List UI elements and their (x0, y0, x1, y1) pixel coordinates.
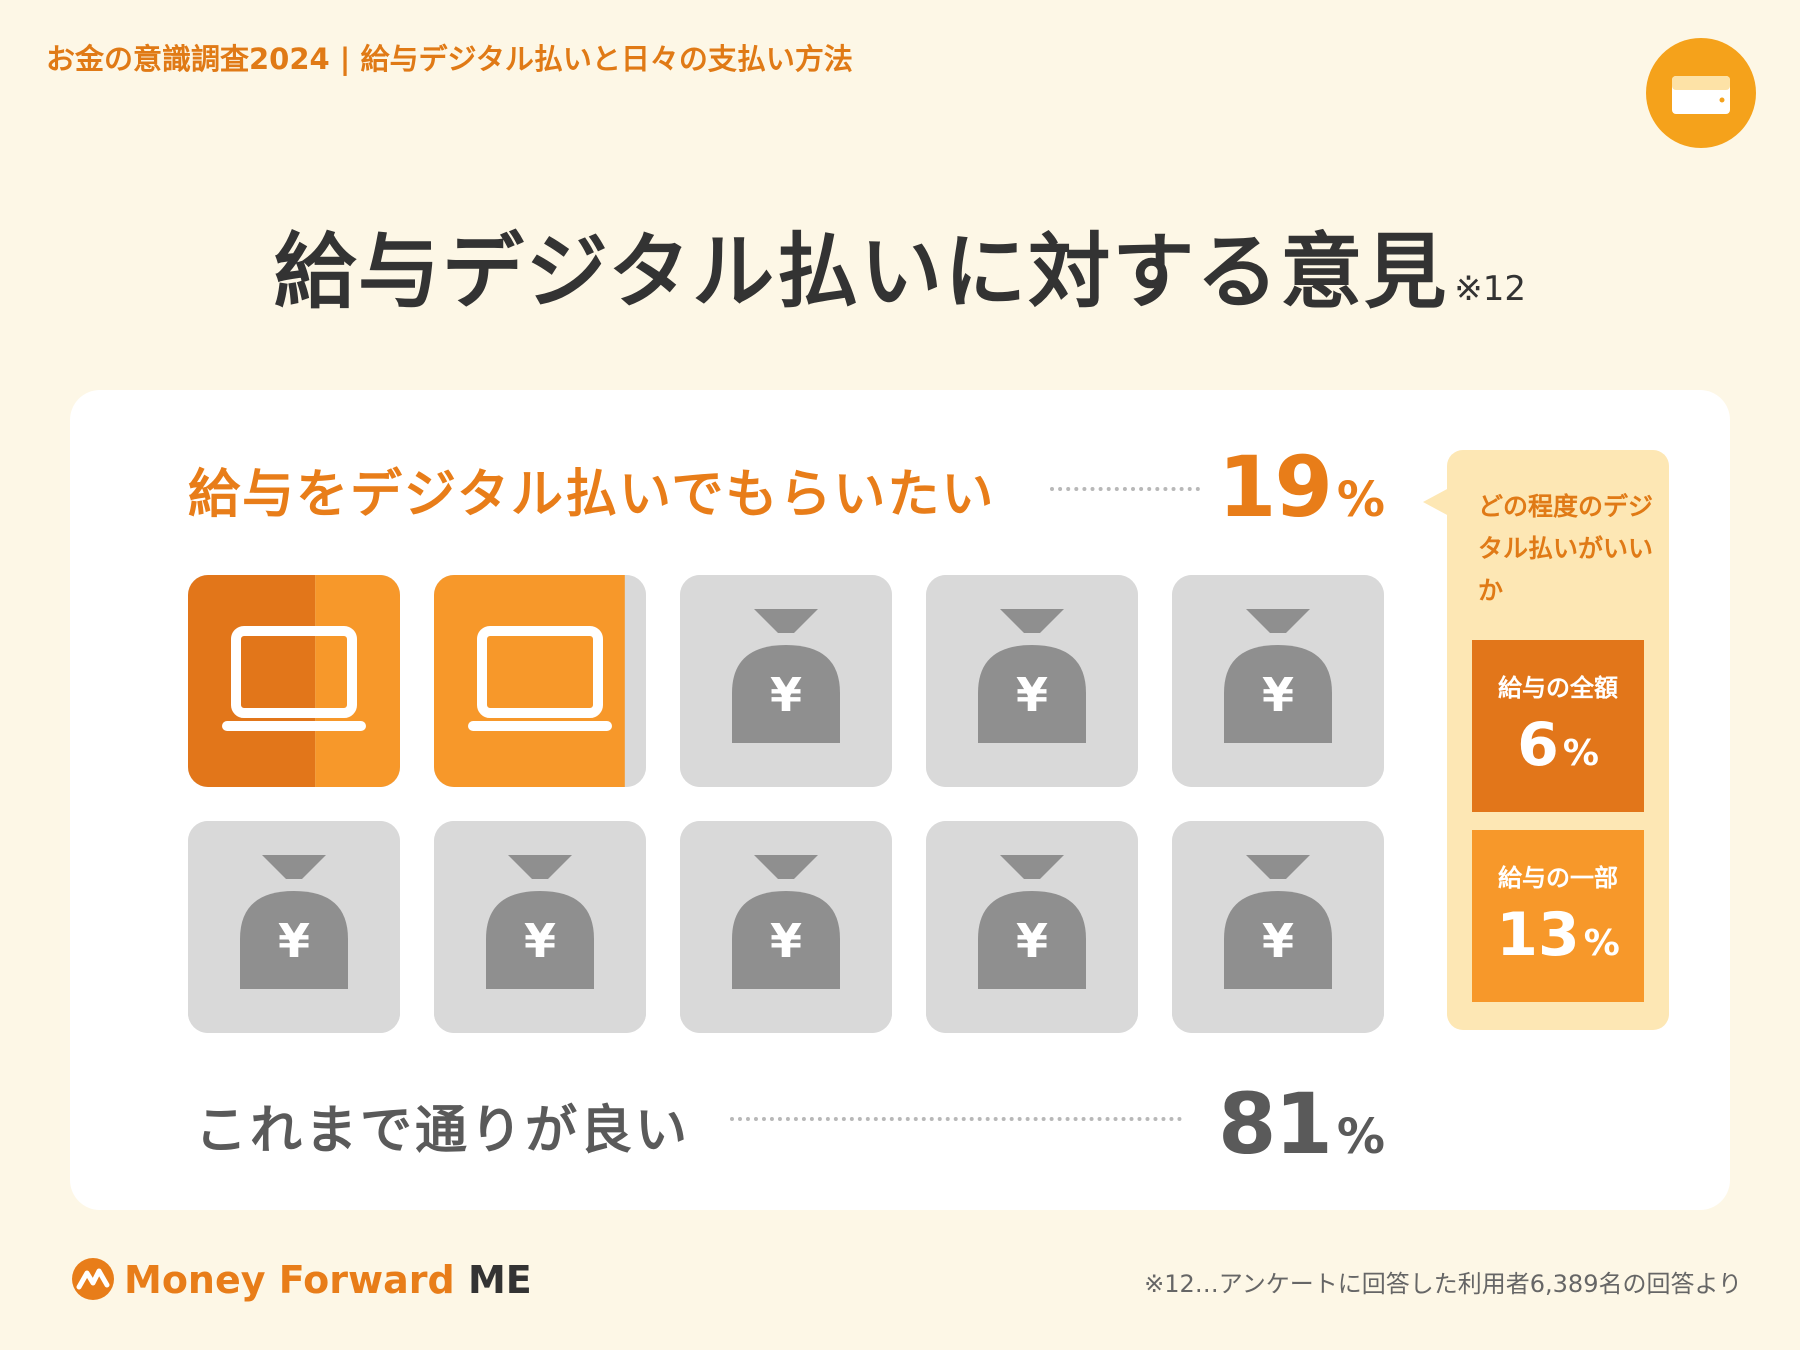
svg-text:¥: ¥ (1016, 668, 1048, 722)
header-title: お金の意識調査2024 | 給与デジタル払いと日々の支払い方法 (46, 42, 853, 76)
yen-money-bag-icon: ¥ (1224, 609, 1332, 743)
yen-money-bag-icon: ¥ (978, 855, 1086, 989)
svg-text:¥: ¥ (1262, 668, 1294, 722)
tile-fill-part (315, 575, 400, 787)
svg-text:¥: ¥ (770, 668, 802, 722)
pictograph-tile: ¥ (1172, 821, 1384, 1033)
pictograph-tile: ¥ (926, 575, 1138, 787)
breakdown-full-label: 給与の全額 (1498, 674, 1618, 702)
pictograph-tile: ¥ (680, 575, 892, 787)
breakdown-full-unit: % (1562, 733, 1599, 774)
breakdown-part-box: 給与の一部 13% (1472, 830, 1644, 1002)
yen-money-bag-icon: ¥ (240, 855, 348, 989)
tile-fill-part (434, 575, 625, 787)
pictograph-tile (188, 575, 400, 787)
breakdown-question: どの程度のデジタル払いがいいか (1478, 492, 1654, 605)
breakdown-part-percent: 13% (1472, 900, 1644, 970)
yen-money-bag-icon: ¥ (1224, 855, 1332, 989)
yen-money-bag-icon: ¥ (732, 609, 840, 743)
breakdown-full-percent: 6% (1472, 710, 1644, 780)
yen-money-bag-icon: ¥ (978, 609, 1086, 743)
traditional-percent: 81% (1218, 1075, 1385, 1173)
breakdown-full-value: 6 (1517, 710, 1559, 780)
yen-money-bag-icon: ¥ (732, 855, 840, 989)
footnote: ※12…アンケートに回答した利用者6,389名の回答より (1144, 1270, 1742, 1298)
money-forward-logo-icon (72, 1258, 114, 1300)
digital-label: 給与をデジタル払いでもらいたい (188, 465, 996, 525)
pictograph-tile: ¥ (1172, 575, 1384, 787)
tile-fill-full (188, 575, 316, 787)
digital-leader-dots (1050, 487, 1200, 491)
pictograph-tile: ¥ (680, 821, 892, 1033)
pictograph-tile: ¥ (188, 821, 400, 1033)
traditional-leader-dots (730, 1117, 1182, 1121)
breakdown-part-unit: % (1583, 923, 1620, 964)
digital-percent: 19% (1218, 438, 1385, 536)
brand-name-suffix: ME (467, 1258, 532, 1302)
pictograph-tile: ¥ (926, 821, 1138, 1033)
brand-name-main: Money Forward (124, 1258, 455, 1302)
page-title-text: 給与デジタル払いに対する意見 (273, 225, 1449, 320)
breakdown-full-box: 給与の全額 6% (1472, 640, 1644, 812)
speech-bubble-tail (1423, 488, 1449, 516)
svg-text:¥: ¥ (1016, 914, 1048, 968)
svg-text:¥: ¥ (524, 914, 556, 968)
breakdown-part-label: 給与の一部 (1498, 864, 1618, 892)
svg-text:¥: ¥ (278, 914, 310, 968)
laptop-icon (222, 626, 366, 731)
pictograph-tile (434, 575, 646, 787)
brand-name: Money Forward ME (124, 1258, 532, 1302)
digital-percent-value: 19 (1218, 438, 1333, 536)
digital-percent-unit: % (1336, 472, 1385, 528)
laptop-icon (468, 626, 612, 731)
svg-text:¥: ¥ (770, 914, 802, 968)
traditional-percent-value: 81 (1218, 1075, 1333, 1173)
wallet-icon (1646, 38, 1756, 148)
yen-money-bag-icon: ¥ (486, 855, 594, 989)
page-title: 給与デジタル払いに対する意見 ※12 (0, 205, 1800, 324)
svg-text:¥: ¥ (1262, 914, 1294, 968)
traditional-label: これまで通りが良い (195, 1101, 691, 1161)
breakdown-part-value: 13 (1496, 900, 1580, 970)
traditional-percent-unit: % (1336, 1109, 1385, 1165)
pictograph-tile: ¥ (434, 821, 646, 1033)
page-title-note: ※12 (1454, 269, 1527, 309)
